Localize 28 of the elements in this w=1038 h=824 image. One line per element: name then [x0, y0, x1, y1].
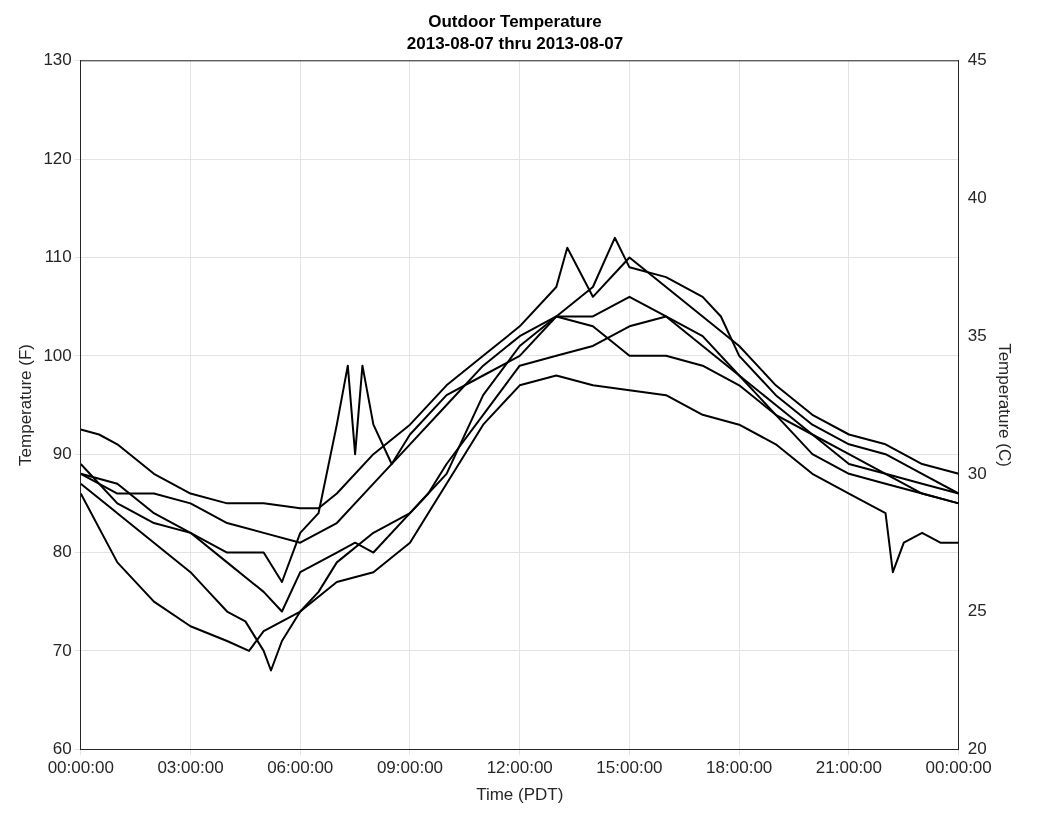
- x-tick-label: 12:00:00: [486, 758, 553, 778]
- x-tick-label: 00:00:00: [925, 758, 992, 778]
- x-tick-label: 09:00:00: [376, 758, 444, 778]
- y2-tick-label: 30: [967, 463, 987, 483]
- x-tick-label: 21:00:00: [815, 758, 883, 778]
- y-axis-title: Temperature (F): [15, 344, 35, 466]
- y2-tick-label: 35: [967, 325, 987, 345]
- y2-axis-title: Temperature (C): [995, 343, 1015, 467]
- y-tick-label: 110: [44, 247, 72, 267]
- x-tick-label: 15:00:00: [596, 758, 663, 778]
- x-axis-title: Time (PDT): [476, 785, 564, 805]
- y2-tick-label: 40: [967, 188, 987, 208]
- x-tick-label: 00:00:00: [47, 758, 114, 778]
- x-tick-label: 18:00:00: [706, 758, 773, 778]
- y2-tick-label: 45: [967, 50, 987, 70]
- x-tick-label: 03:00:00: [157, 758, 224, 778]
- y-tick-label: 90: [52, 443, 72, 463]
- y2-tick-label: 25: [967, 601, 987, 621]
- y-tick-label: 120: [43, 148, 72, 168]
- y2-tick-label: 20: [967, 738, 987, 758]
- chart-subtitle: 2013-08-07 thru 2013-08-07: [406, 34, 624, 54]
- y-tick-label: 80: [52, 542, 72, 562]
- y-tick-label: 70: [52, 640, 72, 660]
- x-tick-label: 06:00:00: [267, 758, 334, 778]
- y-tick-label: 60: [52, 738, 72, 758]
- y-tick-label: 100: [43, 345, 72, 365]
- y-tick-label: 130: [43, 50, 72, 70]
- chart-title: Outdoor Temperature: [428, 11, 602, 31]
